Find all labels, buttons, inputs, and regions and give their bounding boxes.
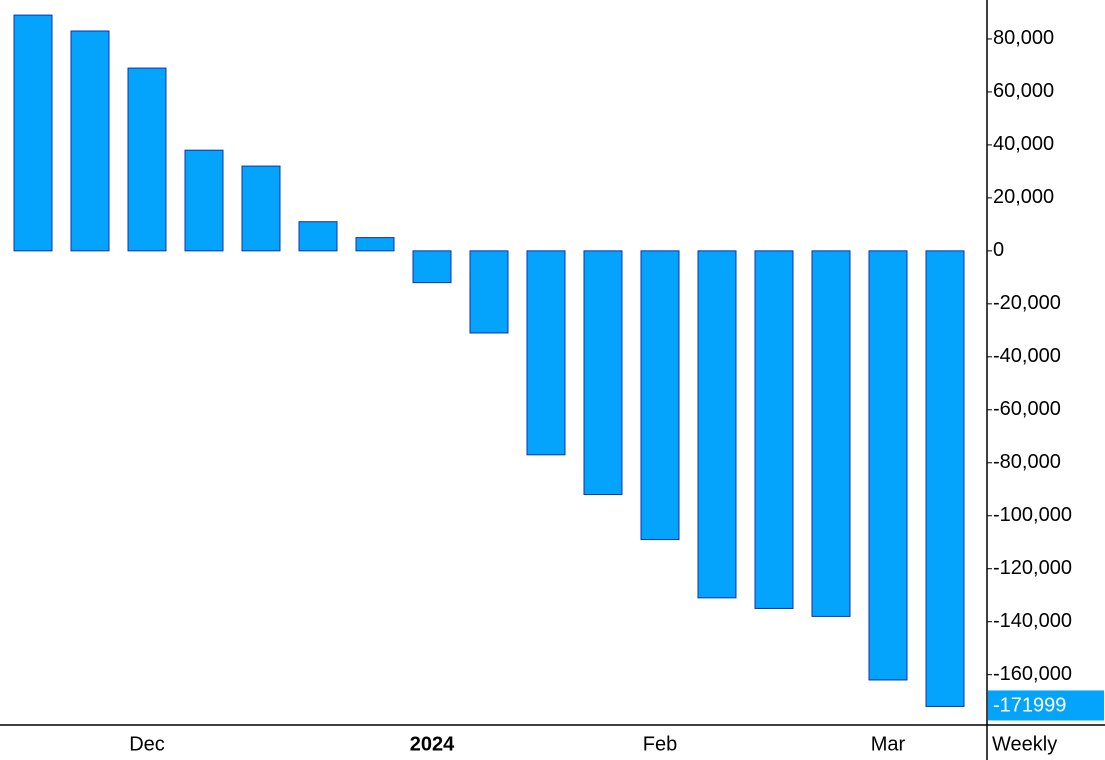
bar [412, 250, 452, 284]
x-tick-label: Feb [643, 733, 677, 755]
y-tick-label: -160,000 [993, 663, 1072, 685]
bar [526, 250, 566, 456]
bar [184, 149, 224, 252]
y-tick-label: -20,000 [993, 292, 1061, 314]
y-tick-label: -100,000 [993, 504, 1072, 526]
bar [127, 67, 167, 252]
x-axis-label: Weekly [992, 733, 1057, 755]
y-tick-label: 20,000 [993, 186, 1054, 208]
y-tick-label: -140,000 [993, 610, 1072, 632]
bar [469, 250, 509, 334]
x-tick-label: Mar [871, 733, 906, 755]
y-tick-label: -40,000 [993, 345, 1061, 367]
x-tick-label: Dec [129, 733, 165, 755]
bar [583, 250, 623, 496]
y-tick-label: 40,000 [993, 133, 1054, 155]
bar [355, 237, 395, 252]
bar [811, 250, 851, 617]
y-tick-label: -80,000 [993, 451, 1061, 473]
bar [298, 221, 338, 252]
bar [640, 250, 680, 541]
x-tick-label: 2024 [410, 733, 455, 755]
y-tick-label: 0 [993, 239, 1004, 261]
bar [13, 14, 53, 252]
bar [754, 250, 794, 609]
bar [241, 165, 281, 252]
y-tick-label: 60,000 [993, 80, 1054, 102]
y-tick-label: -60,000 [993, 398, 1061, 420]
bar [925, 250, 965, 707]
bar [868, 250, 908, 681]
bar [70, 30, 110, 252]
last-value-badge [988, 690, 1104, 721]
last-value-label: -171999 [993, 695, 1066, 717]
y-tick-label: 80,000 [993, 27, 1054, 49]
bar [697, 250, 737, 599]
y-tick-label: -120,000 [993, 557, 1072, 579]
